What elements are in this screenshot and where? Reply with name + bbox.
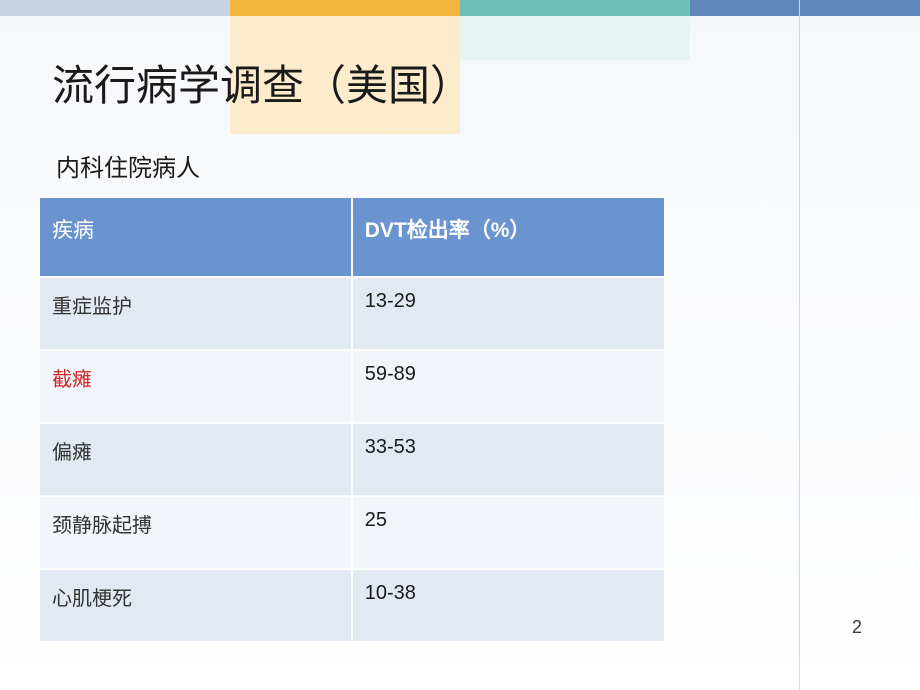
- top-bar-segment: [690, 0, 920, 16]
- top-bar-segment: [0, 0, 230, 16]
- top-bar-segment: [230, 0, 460, 16]
- cell-rate: 59-89: [353, 351, 664, 422]
- table-row: 偏瘫33-53: [40, 424, 664, 495]
- cell-disease: 截瘫: [40, 351, 351, 422]
- cell-disease: 心肌梗死: [40, 570, 351, 641]
- vertical-divider: [799, 0, 800, 690]
- cell-rate: 10-38: [353, 570, 664, 641]
- table-row: 截瘫59-89: [40, 351, 664, 422]
- top-color-bar: [0, 0, 920, 16]
- cell-rate: 33-53: [353, 424, 664, 495]
- cell-disease: 颈静脉起搏: [40, 497, 351, 568]
- table-row: 心肌梗死10-38: [40, 570, 664, 641]
- cell-disease: 偏瘫: [40, 424, 351, 495]
- page-number: 2: [852, 617, 862, 638]
- cell-disease: 重症监护: [40, 278, 351, 349]
- cell-rate: 13-29: [353, 278, 664, 349]
- color-block: [460, 16, 690, 60]
- table-row: 颈静脉起搏25: [40, 497, 664, 568]
- table-row: 重症监护13-29: [40, 278, 664, 349]
- table-header-row: 疾病 DVT检出率（%）: [40, 198, 664, 276]
- header-dvt-rate: DVT检出率（%）: [353, 198, 664, 276]
- slide-subtitle: 内科住院病人: [56, 148, 200, 183]
- cell-rate: 25: [353, 497, 664, 568]
- slide-title: 流行病学调查（美国）: [52, 52, 472, 113]
- top-bar-segment: [460, 0, 690, 16]
- dvt-rate-table: 疾病 DVT检出率（%） 重症监护13-29截瘫59-89偏瘫33-53颈静脉起…: [38, 196, 666, 643]
- header-disease: 疾病: [40, 198, 351, 276]
